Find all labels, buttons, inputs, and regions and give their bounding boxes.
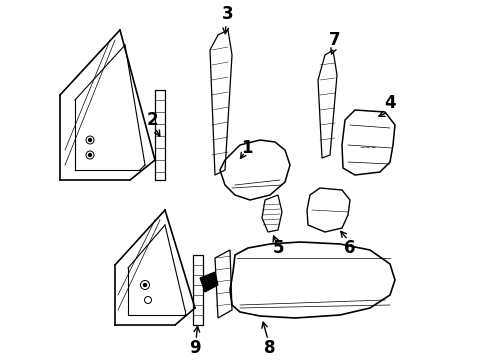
Text: ~~~: ~~~ — [359, 145, 377, 151]
Circle shape — [89, 153, 92, 157]
Text: 3: 3 — [222, 5, 234, 23]
Circle shape — [89, 139, 92, 141]
Circle shape — [144, 284, 147, 287]
Text: 4: 4 — [384, 94, 396, 112]
Text: 2: 2 — [146, 111, 158, 129]
Text: 6: 6 — [344, 239, 356, 257]
Text: 1: 1 — [241, 139, 253, 157]
Text: 9: 9 — [189, 339, 201, 357]
Text: 5: 5 — [272, 239, 284, 257]
Polygon shape — [200, 272, 218, 292]
Text: 7: 7 — [329, 31, 341, 49]
Text: 8: 8 — [264, 339, 276, 357]
